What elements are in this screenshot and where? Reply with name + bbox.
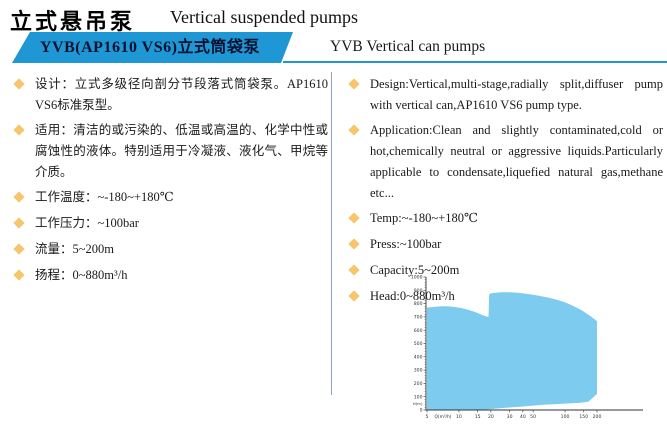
model-banner: YVB(AP1610 VS6)立式筒袋泵 [12, 32, 293, 63]
spec-item-application-en: Application:Clean and slightly contamina… [343, 120, 663, 204]
spec-text: 工作压力：~100bar [35, 216, 139, 230]
specs-column-en: Design:Vertical,multi-stage,radially spl… [343, 74, 663, 312]
operating-envelope-area [427, 292, 597, 410]
x-tick-label: 30 [507, 414, 513, 420]
y-tick-label: 500 [414, 341, 423, 347]
diamond-bullet-icon [13, 217, 25, 229]
specs-list-zh: 设计：立式多级径向剖分节段落式筒袋泵。AP1610 VS6标准泵型。 适用：清洁… [8, 74, 328, 286]
spec-item-application-zh: 适用：清洁的或污染的、低温或高温的、化学中性或腐蚀性的液体。特别适用于冷凝液、液… [8, 120, 328, 183]
spec-item-design-en: Design:Vertical,multi-stage,radially spl… [343, 74, 663, 116]
spec-item-capacity-en: Capacity:5~200m [343, 260, 663, 281]
diamond-bullet-icon [348, 78, 360, 90]
column-divider [331, 72, 332, 395]
x-tick-label: 10 [456, 414, 462, 420]
x-tick-label: 5 [426, 414, 429, 420]
x-tick-label: 15 [475, 414, 481, 420]
diamond-bullet-icon [348, 124, 360, 136]
spec-text: Capacity:5~200m [370, 263, 460, 277]
spec-text: 设计：立式多级径向剖分节段落式筒袋泵。AP1610 VS6标准泵型。 [35, 77, 328, 112]
y-tick-label: 900 [414, 288, 423, 294]
spec-text: 流量：5~200m [35, 242, 114, 256]
spec-item-head-zh: 扬程：0~880m³/h [8, 265, 328, 286]
diamond-bullet-icon [348, 264, 360, 276]
spec-text: Design:Vertical,multi-stage,radially spl… [370, 77, 663, 112]
spec-text: Temp:~-180~+180℃ [370, 211, 478, 225]
y-tick-label: 200 [414, 381, 423, 387]
diamond-bullet-icon [13, 269, 25, 281]
specs-list-en: Design:Vertical,multi-stage,radially spl… [343, 74, 663, 307]
x-tick-label: 50 [530, 414, 536, 420]
diamond-bullet-icon [13, 124, 25, 136]
spec-text: Press:~100bar [370, 237, 442, 251]
page-title-en: Vertical suspended pumps [170, 7, 358, 27]
y-tick-label: 600 [414, 328, 423, 334]
diamond-bullet-icon [348, 238, 360, 250]
x-tick-label: 200 [593, 414, 602, 420]
x-tick-label: 40 [520, 414, 526, 420]
spec-text: 扬程：0~880m³/h [35, 268, 128, 282]
spec-item-temp-en: Temp:~-180~+180℃ [343, 208, 663, 229]
spec-text: 工作温度：~-180~+180℃ [35, 190, 174, 204]
x-axis-unit-label: Q(m³/h) [435, 414, 452, 420]
spec-text: Head:0~880m³/h [370, 289, 455, 303]
spec-item-press-zh: 工作压力：~100bar [8, 213, 328, 234]
performance-chart: 0 100 200 300 400 500 600 700 800 900 1000 5 10 15 20 3… [398, 271, 662, 441]
x-tick-label: 150 [579, 414, 588, 420]
x-tick-label: 20 [488, 414, 494, 420]
y-tick-label: 300 [414, 368, 423, 374]
spec-item-head-en: Head:0~880m³/h [343, 286, 663, 307]
banner-underline [283, 61, 667, 63]
diamond-bullet-icon [13, 78, 25, 90]
y-tick-label: 1000 [411, 275, 423, 281]
spec-item-design-zh: 设计：立式多级径向剖分节段落式筒袋泵。AP1610 VS6标准泵型。 [8, 74, 328, 116]
y-tick-label: 0 [420, 408, 423, 414]
spec-item-press-en: Press:~100bar [343, 234, 663, 255]
page-title-zh: 立式悬吊泵 [10, 9, 136, 35]
spec-item-capacity-zh: 流量：5~200m [8, 239, 328, 260]
diamond-bullet-icon [13, 191, 25, 203]
spec-item-temp-zh: 工作温度：~-180~+180℃ [8, 187, 328, 208]
pump-envelope-chart: 0 100 200 300 400 500 600 700 800 900 1000 5 10 15 20 3… [411, 275, 643, 420]
diamond-bullet-icon [13, 243, 25, 255]
model-banner-label-en: YVB Vertical can pumps [330, 38, 486, 55]
y-tick-label: 700 [414, 315, 423, 321]
diamond-bullet-icon [348, 290, 360, 302]
model-banner-label-zh: YVB(AP1610 VS6)立式筒袋泵 [40, 39, 260, 56]
y-tick-label: 400 [414, 354, 423, 360]
spec-text: Application:Clean and slightly contamina… [370, 123, 663, 200]
y-tick-label: 100 [414, 394, 423, 400]
y-axis-unit-label: H(m) [413, 401, 423, 406]
x-tick-label: 100 [561, 414, 570, 420]
spec-text: 适用：清洁的或污染的、低温或高温的、化学中性或腐蚀性的液体。特别适用于冷凝液、液… [35, 123, 328, 179]
diamond-bullet-icon [348, 212, 360, 224]
specs-column-zh: 设计：立式多级径向剖分节段落式筒袋泵。AP1610 VS6标准泵型。 适用：清洁… [8, 74, 328, 291]
y-tick-label: 800 [414, 301, 423, 307]
